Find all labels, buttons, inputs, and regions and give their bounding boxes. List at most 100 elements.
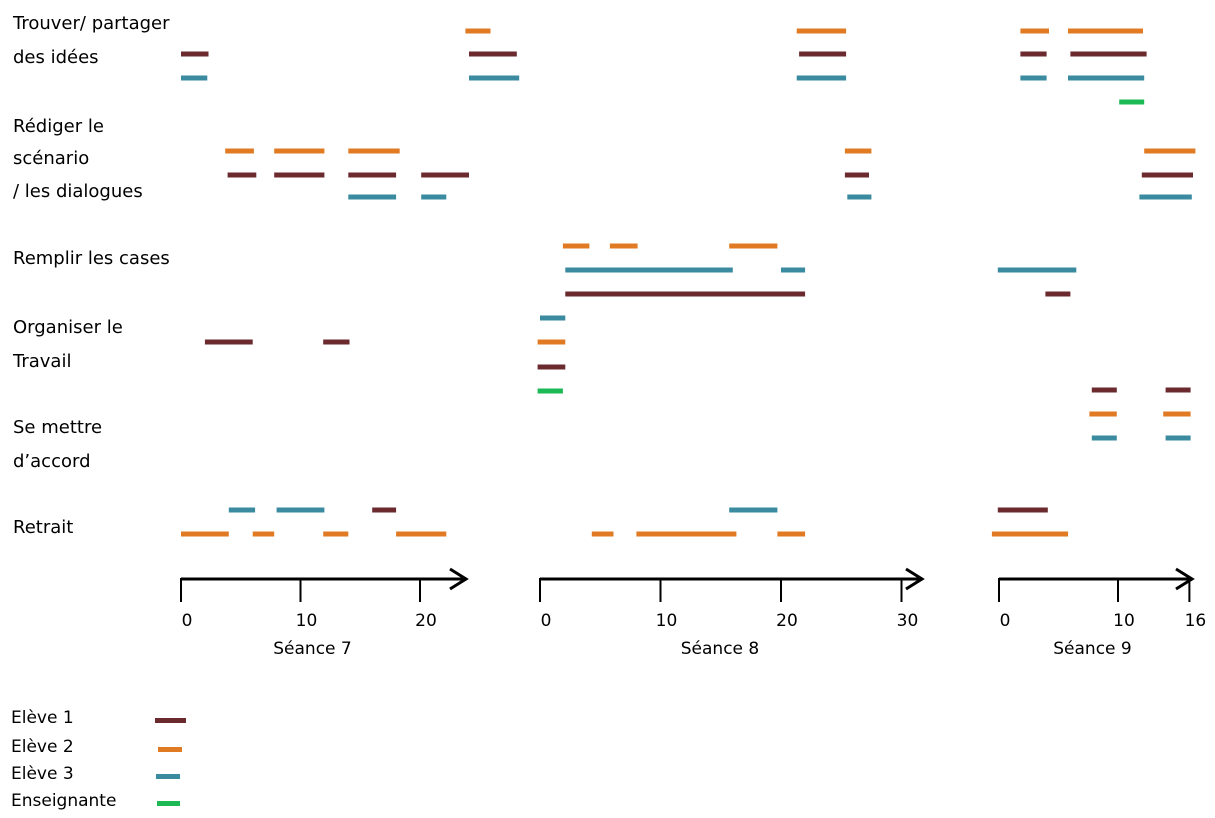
segment-s7-rediger-eleve-3-12 <box>348 194 397 200</box>
segment-s9-accord-eleve-2-58 <box>1163 411 1191 417</box>
activity-segments <box>181 28 1196 537</box>
category-label-organiser-line-0: Organiser le <box>13 317 123 338</box>
legend-swatch-eleve-2 <box>158 747 182 752</box>
segment-s9-trouver-eleve-1-46 <box>1070 51 1147 57</box>
segment-s7-trouver-eleve-3-4 <box>469 75 520 81</box>
segment-s9-accord-eleve-1-56 <box>1165 387 1191 393</box>
legend: Elève 1 Elève 2 Elève 3 Enseignante <box>11 708 186 811</box>
category-label-remplir-line-0: Remplir les cases <box>13 248 170 269</box>
segment-s7-trouver-eleve-1-3 <box>469 51 517 57</box>
category-label-rediger-line-1: scénario <box>13 148 89 169</box>
session-title-s7: Séance 7 <box>273 639 351 659</box>
segment-s9-accord-eleve-3-60 <box>1165 435 1191 441</box>
tick-label-s9-0: 0 <box>1000 611 1011 631</box>
segment-s8-remplir-eleve-2-31 <box>729 243 778 249</box>
segment-s8-remplir-eleve-2-29 <box>562 243 590 249</box>
segment-s8-organiser-enseignante-38 <box>537 388 563 394</box>
segment-s7-retrait-eleve-2-22 <box>396 531 447 537</box>
segment-s8-rediger-eleve-1-27 <box>844 172 869 178</box>
segment-s8-retrait-eleve-3-39 <box>729 507 778 513</box>
segment-s8-organiser-eleve-2-36 <box>537 339 566 345</box>
segment-s8-retrait-eleve-2-40 <box>591 531 614 537</box>
segment-s8-organiser-eleve-3-35 <box>540 315 566 321</box>
tick-label-s7-20: 20 <box>415 611 437 631</box>
category-label-retrait-line-0: Retrait <box>13 517 73 538</box>
legend-label-enseignante: Enseignante <box>11 791 116 811</box>
segment-s9-accord-eleve-3-59 <box>1091 435 1117 441</box>
segment-s9-trouver-enseignante-49 <box>1119 99 1145 105</box>
legend-label-eleve-3: Elève 3 <box>11 764 74 784</box>
segment-s8-trouver-eleve-2-23 <box>796 28 847 34</box>
tick-label-s9-16: 16 <box>1185 611 1207 631</box>
segment-s7-rediger-eleve-2-6 <box>274 148 325 154</box>
tick-label-s7-0: 0 <box>182 611 193 631</box>
segment-s7-retrait-eleve-2-21 <box>323 531 349 537</box>
tick-label-s9-10: 10 <box>1113 611 1135 631</box>
segment-s7-retrait-eleve-2-20 <box>252 531 275 537</box>
segment-s7-rediger-eleve-1-11 <box>421 172 469 178</box>
segment-s9-trouver-eleve-2-44 <box>1068 28 1143 34</box>
category-label-trouver-line-0: Trouver/ partager <box>12 13 170 34</box>
segment-s7-retrait-eleve-3-17 <box>276 507 325 513</box>
segment-s7-retrait-eleve-1-18 <box>372 507 397 513</box>
segment-s9-rediger-eleve-1-51 <box>1141 172 1193 178</box>
segment-s9-trouver-eleve-1-45 <box>1020 51 1047 57</box>
segment-s7-organiser-eleve-1-14 <box>204 339 253 345</box>
segment-s9-retrait-eleve-1-61 <box>997 507 1048 513</box>
axis-arrow-s8 <box>905 567 925 591</box>
category-label-rediger-line-2: / les dialogues <box>13 181 143 202</box>
segment-s9-rediger-eleve-2-50 <box>1144 148 1196 154</box>
segment-s7-rediger-eleve-2-7 <box>348 148 400 154</box>
legend-label-eleve-1: Elève 1 <box>11 708 74 728</box>
segment-s7-rediger-eleve-1-8 <box>227 172 257 178</box>
axis-arrow-s9 <box>1175 567 1195 591</box>
segment-s9-remplir-eleve-3-53 <box>997 267 1077 273</box>
segment-s8-remplir-eleve-3-32 <box>565 267 733 273</box>
segment-s8-retrait-eleve-2-41 <box>636 531 737 537</box>
tick-label-s7-10: 10 <box>296 611 318 631</box>
segment-s9-accord-eleve-1-55 <box>1091 387 1117 393</box>
session-title-s8: Séance 8 <box>681 639 759 659</box>
segment-s7-rediger-eleve-1-10 <box>348 172 397 178</box>
session-axes: 0 10 20 Séance 7 0 10 20 30 Séance 8 0 10 16 Séance … <box>180 567 1207 659</box>
category-label-rediger-line-0: Rédiger le <box>13 116 104 137</box>
segment-s8-organiser-eleve-1-37 <box>537 364 566 370</box>
legend-swatch-eleve-3 <box>156 774 180 779</box>
segment-s8-rediger-eleve-2-26 <box>844 148 872 154</box>
segment-s8-trouver-eleve-3-25 <box>796 75 847 81</box>
category-label-accord-line-0: Se mettre <box>13 417 102 438</box>
category-label-accord-line-1: d’accord <box>13 451 91 472</box>
segment-s8-trouver-eleve-1-24 <box>799 51 847 57</box>
segment-s9-trouver-eleve-3-48 <box>1068 75 1145 81</box>
session-title-s9: Séance 9 <box>1053 639 1131 659</box>
category-label-organiser-line-1: Travail <box>12 351 71 372</box>
legend-label-eleve-2: Elève 2 <box>11 737 74 757</box>
segment-s8-rediger-eleve-3-28 <box>847 194 872 200</box>
tick-label-s8-30: 30 <box>897 611 919 631</box>
segment-s9-trouver-eleve-3-47 <box>1020 75 1047 81</box>
segment-s8-remplir-eleve-1-34 <box>565 291 806 297</box>
segment-s7-trouver-eleve-1-0 <box>181 51 209 57</box>
category-label-trouver-line-1: des idées <box>13 47 99 68</box>
segment-s7-retrait-eleve-3-16 <box>228 507 256 513</box>
axis-arrow-s7 <box>449 567 469 591</box>
segment-s7-organiser-eleve-1-15 <box>323 339 350 345</box>
segment-s7-trouver-eleve-2-2 <box>465 28 491 34</box>
tick-label-s8-0: 0 <box>541 611 552 631</box>
category-labels: Trouver/ partager des idées Rédiger le scén… <box>12 13 170 538</box>
segment-s9-rediger-eleve-3-52 <box>1139 194 1192 200</box>
legend-swatch-enseignante <box>157 801 180 806</box>
segment-s7-retrait-eleve-2-19 <box>181 531 229 537</box>
segment-s9-accord-eleve-2-57 <box>1089 411 1117 417</box>
tick-label-s8-20: 20 <box>776 611 798 631</box>
segment-s8-retrait-eleve-2-42 <box>777 531 806 537</box>
segment-s7-rediger-eleve-2-5 <box>225 148 254 154</box>
segment-s7-rediger-eleve-3-13 <box>421 194 447 200</box>
segment-s8-remplir-eleve-3-33 <box>781 267 806 273</box>
legend-swatch-eleve-1 <box>155 718 186 723</box>
segment-s9-retrait-eleve-2-62 <box>991 531 1069 537</box>
segment-s7-rediger-eleve-1-9 <box>274 172 325 178</box>
segment-s7-trouver-eleve-3-1 <box>181 75 208 81</box>
segment-s9-trouver-eleve-2-43 <box>1020 28 1049 34</box>
